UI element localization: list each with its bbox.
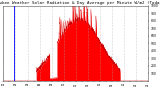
Title: Milwaukee Weather Solar Radiation & Day Average per Minute W/m2 (Today): Milwaukee Weather Solar Radiation & Day … — [0, 1, 160, 5]
